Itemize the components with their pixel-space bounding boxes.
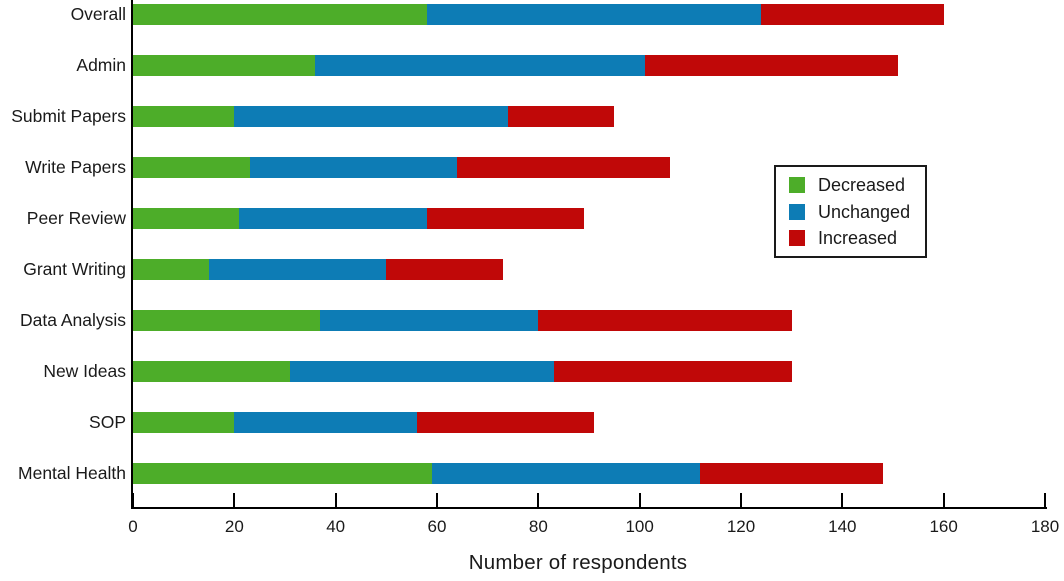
category-label-overall: Overall [70,3,126,24]
bar-segment-increased [457,156,671,178]
x-tick-120 [740,493,742,507]
legend-swatch-unchanged [789,203,805,220]
bar-segment-unchanged [431,463,701,485]
legend: Decreased Unchanged Increased [774,165,927,258]
bar-segment-unchanged [290,360,554,382]
x-tick-100 [638,493,641,507]
bar-segment-increased [553,360,792,382]
x-tick-160 [942,493,945,507]
bar-segment-increased [644,54,899,76]
bar-segment-increased [386,258,503,280]
bar-segment-decreased [133,156,250,178]
bar-segment-decreased [133,3,427,25]
bar-segment-unchanged [209,258,387,280]
legend-item-unchanged: Unchanged [789,203,925,221]
bar-segment-increased [538,309,792,331]
x-tick-label-40: 40 [326,517,346,536]
bar-segment-unchanged [315,54,645,76]
x-tick-60 [436,493,438,507]
bar-segment-unchanged [249,156,458,178]
bar-segment-decreased [133,309,321,331]
bar-row-write-papers [133,156,1045,178]
legend-swatch-decreased [789,176,805,193]
bar-row-peer-review [133,207,1045,229]
x-tick-label-60: 60 [427,517,447,536]
category-label-sop: SOP [89,411,126,432]
bar-row-submit-papers [133,105,1045,127]
x-tick-label-160: 160 [929,517,958,536]
x-tick-label-0: 0 [128,517,138,536]
bar-row-admin [133,54,1045,76]
legend-swatch-increased [789,230,805,247]
plot-area [133,0,1045,509]
bar-segment-decreased [133,360,291,382]
category-label-write-papers: Write Papers [25,156,126,177]
bar-segment-unchanged [234,105,508,127]
x-tick-180 [1044,493,1046,507]
bar-segment-decreased [133,258,209,280]
bar-segment-decreased [133,463,432,485]
x-tick-label-20: 20 [224,517,244,536]
legend-item-increased: Increased [789,229,925,247]
x-tick-label-140: 140 [828,517,857,536]
bar-segment-decreased [133,207,240,229]
bar-row-data-analysis [133,309,1045,331]
x-tick-0 [132,493,134,507]
bar-segment-unchanged [234,411,417,433]
y-axis-line [131,0,133,509]
bar-segment-increased [761,3,944,25]
category-label-admin: Admin [76,54,126,75]
x-tick-label-100: 100 [625,517,654,536]
x-axis-line [131,507,1047,509]
bar-row-new-ideas [133,360,1045,382]
bar-segment-unchanged [426,3,762,25]
bar-segment-increased [416,411,595,433]
bar-segment-decreased [133,54,316,76]
x-tick-140 [841,493,844,507]
legend-label-unchanged: Unchanged [818,201,911,222]
bar-segment-unchanged [320,309,539,331]
x-tick-label-80: 80 [528,517,548,536]
category-label-mental-health: Mental Health [18,463,126,484]
category-label-submit-papers: Submit Papers [11,105,126,126]
bar-row-sop [133,411,1045,433]
category-label-new-ideas: New Ideas [43,360,126,381]
x-tick-label-180: 180 [1030,517,1060,536]
bar-segment-increased [507,105,615,127]
x-axis-title: Number of respondents [468,551,688,574]
bar-segment-decreased [133,411,235,433]
legend-item-decreased: Decreased [789,176,925,194]
category-label-data-analysis: Data Analysis [19,309,126,330]
bar-segment-unchanged [239,207,427,229]
category-label-peer-review: Peer Review [26,207,126,228]
x-tick-20 [233,493,236,507]
bar-row-grant-writing [133,258,1045,280]
x-tick-80 [537,493,540,507]
bar-row-overall [133,3,1045,25]
legend-label-increased: Increased [818,228,898,249]
bar-segment-increased [700,463,883,485]
y-category-labels: Overall Admin Submit Papers Write Papers Pee… [0,0,126,509]
x-tick-40 [334,493,337,507]
bar-row-mental-health [133,463,1045,485]
legend-label-decreased: Decreased [818,174,906,195]
x-tick-label-120: 120 [726,517,756,536]
bar-segment-increased [426,207,584,229]
category-label-grant-writing: Grant Writing [23,258,126,279]
bar-segment-decreased [133,105,235,127]
